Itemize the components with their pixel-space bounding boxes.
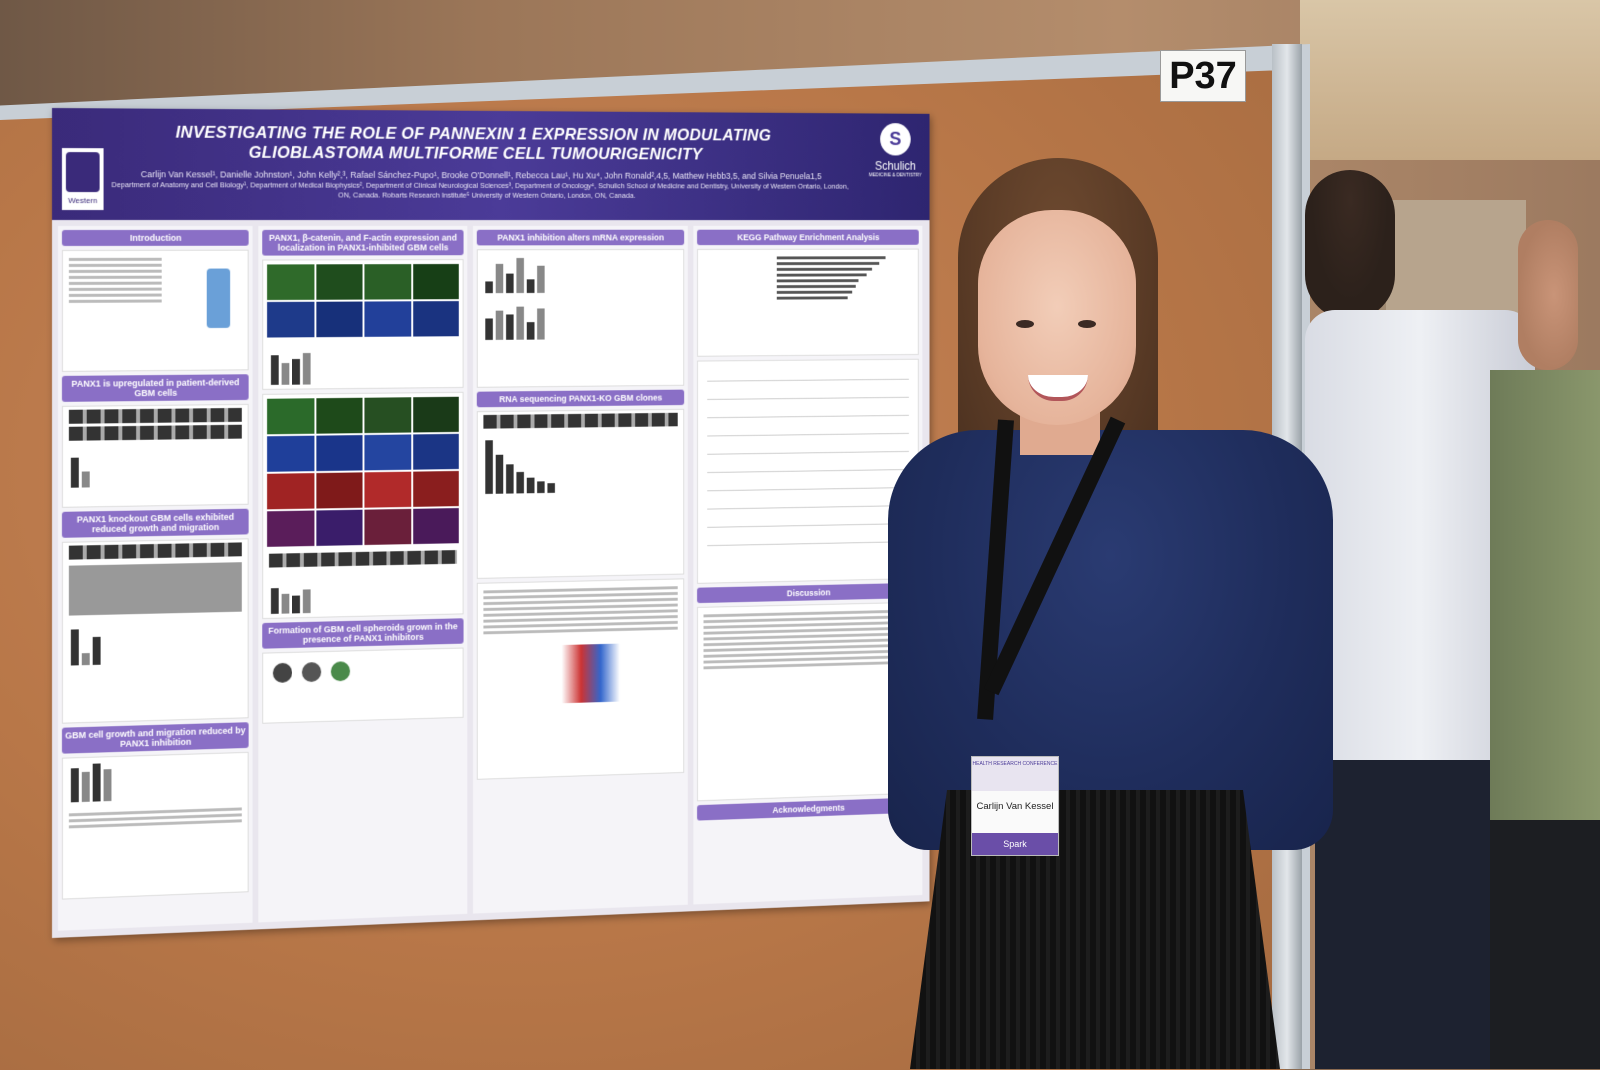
booth-number-label: P37: [1160, 50, 1246, 102]
micrograph-grid: [263, 260, 462, 341]
western-blot: [69, 408, 242, 424]
presenter: HEALTH RESEARCH CONFERENCE Carlijn Van K…: [880, 150, 1350, 1069]
university-logo: Western: [62, 148, 104, 210]
poster-title: INVESTIGATING THE ROLE OF PANNEXIN 1 EXP…: [151, 123, 794, 165]
name-badge: HEALTH RESEARCH CONFERENCE Carlijn Van K…: [971, 756, 1059, 856]
pants: [1490, 820, 1600, 1069]
section-spheroids: Formation of GBM cell spheroids grown in…: [262, 618, 463, 648]
section-mrna: PANX1 inhibition alters mRNA expression: [477, 230, 684, 246]
left-eye: [1016, 320, 1034, 328]
introduction-panel: [62, 250, 249, 372]
logo-left-text: Western: [68, 196, 97, 205]
upregulated-panel: [62, 404, 249, 508]
bar-figure: [478, 296, 683, 344]
migration-image: [69, 562, 242, 615]
smile: [1028, 375, 1088, 401]
badge-footer: Spark: [972, 833, 1058, 855]
histogram: [478, 429, 683, 498]
rna-seq-panel: [477, 409, 684, 579]
background-light: [1300, 0, 1600, 160]
table-lines: [478, 579, 683, 641]
section-panx1-knockout: PANX1 knockout GBM cells exhibited reduc…: [62, 509, 249, 538]
spheroid-images: [263, 649, 462, 694]
face: [978, 210, 1136, 425]
micrograph-grid: [263, 393, 462, 551]
research-poster: Western INVESTIGATING THE ROLE OF PANNEX…: [52, 108, 930, 938]
immunofluorescence-panel: [262, 259, 463, 390]
immunofluorescence-panel-2: [262, 392, 463, 619]
bar-figure: [63, 441, 248, 491]
badge-name: Carlijn Van Kessel: [972, 801, 1058, 812]
section-panx1-upregulated: PANX1 is upregulated in patient-derived …: [62, 374, 249, 402]
western-blot: [69, 425, 242, 441]
gene-table-panel: [477, 578, 684, 779]
bar-figure: [63, 753, 248, 807]
poster-column-1: Introduction PANX1 is upregulated in pat…: [58, 226, 253, 931]
poster-column-2: PANX1, β-catenin, and F-actin expression…: [258, 226, 467, 923]
skirt: [910, 790, 1280, 1069]
growth-panel: [62, 752, 249, 900]
bar-figure: [263, 340, 462, 389]
bar-figure: [63, 617, 248, 669]
background-person-2: [1490, 220, 1600, 1069]
affiliations: Department of Anatomy and Cell Biology¹,…: [111, 180, 848, 201]
badge-event: HEALTH RESEARCH CONFERENCE: [972, 757, 1058, 791]
text-block: [63, 251, 168, 310]
text-block: [63, 800, 248, 835]
bar-figure: [263, 567, 462, 619]
section-introduction: Introduction: [62, 230, 249, 246]
shirt: [1490, 370, 1600, 820]
badge-brand: Spark: [1003, 839, 1027, 849]
poster-column-3: PANX1 inhibition alters mRNA expression …: [473, 226, 688, 914]
knockout-panel: [62, 538, 249, 723]
right-eye: [1078, 320, 1096, 328]
section-panx1-beta-catenin: PANX1, β-catenin, and F-actin expression…: [262, 230, 463, 256]
western-blot: [69, 542, 242, 559]
western-blot: [483, 413, 677, 429]
volcano-plot: [483, 642, 677, 705]
bar-figure: [478, 250, 683, 297]
spheroid-panel: [262, 648, 463, 724]
poster-authors: Carlijn Van Kessel¹, Danielle Johnston¹,…: [111, 168, 848, 201]
lanyard: [998, 420, 1128, 760]
mrna-panel: [477, 249, 684, 388]
section-rna-seq: RNA sequencing PANX1-KO GBM clones: [477, 390, 684, 408]
head: [1518, 220, 1578, 370]
western-blot: [269, 550, 457, 568]
channel-diagram: [207, 269, 230, 329]
pathway-network: [707, 369, 909, 563]
poster-header: Western INVESTIGATING THE ROLE OF PANNEX…: [52, 108, 930, 220]
section-gbm-growth: GBM cell growth and migration reduced by…: [62, 722, 249, 753]
